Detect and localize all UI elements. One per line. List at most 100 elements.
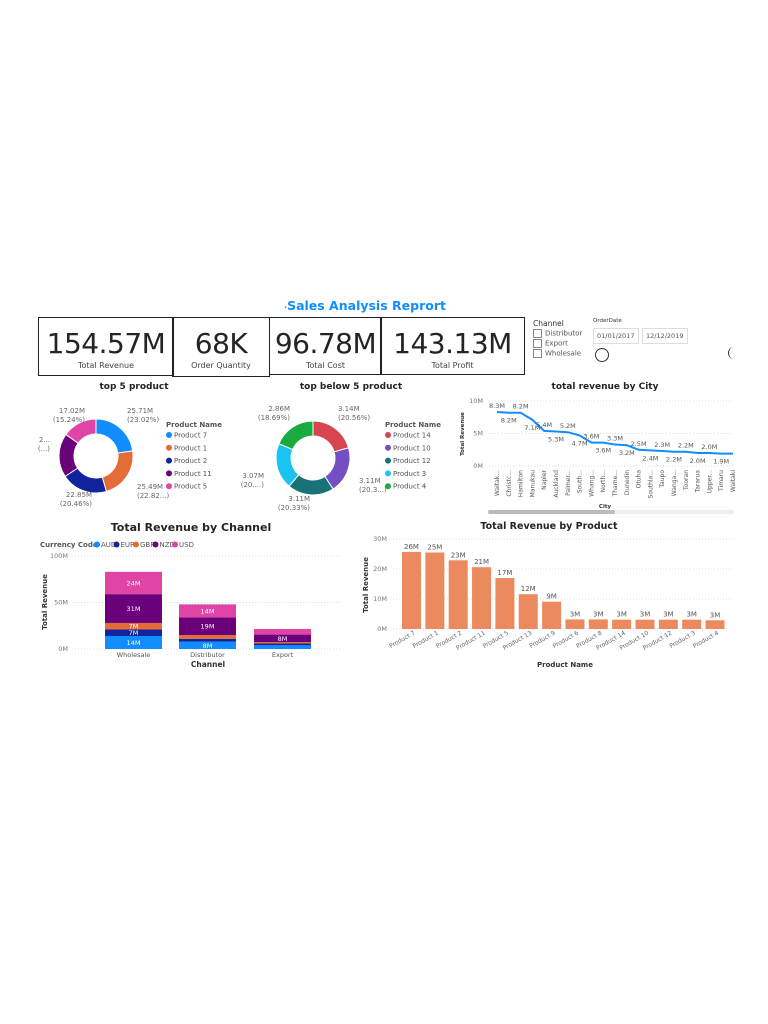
legend-marker bbox=[152, 541, 159, 548]
data-label-percent: (20.33%) bbox=[278, 504, 310, 512]
legend-marker bbox=[166, 444, 172, 451]
date-range-slider-handle[interactable] bbox=[595, 348, 609, 362]
donut-slice bbox=[312, 420, 350, 453]
data-label: 2.86M bbox=[268, 405, 290, 413]
city-revenue-line bbox=[496, 411, 733, 455]
stacked-bar-segment bbox=[105, 594, 162, 623]
legend-marker bbox=[94, 541, 100, 548]
data-label: 3.11M bbox=[288, 495, 310, 503]
y-tick-label: 0M bbox=[58, 645, 68, 653]
end-date-input[interactable]: 12/12/2019 bbox=[642, 328, 688, 344]
checkbox[interactable] bbox=[533, 329, 542, 338]
x-tick-label: Waitak... bbox=[494, 470, 501, 496]
data-label: 8.3M bbox=[489, 402, 505, 410]
stacked-bar-segment bbox=[105, 571, 162, 595]
legend-marker bbox=[385, 470, 391, 477]
start-date-input[interactable]: 01/01/2017 bbox=[593, 328, 639, 344]
slicer-option-export[interactable]: Export bbox=[533, 339, 582, 348]
donut-slice bbox=[65, 418, 97, 444]
checkbox[interactable] bbox=[533, 339, 542, 348]
data-label: 3.07M bbox=[242, 472, 264, 480]
donut-slice bbox=[95, 418, 134, 454]
legend-item: Product 14 bbox=[393, 432, 431, 440]
x-tick-label: Waitaki bbox=[730, 470, 737, 492]
donut-slice bbox=[278, 420, 314, 451]
data-label: 3M bbox=[663, 611, 674, 619]
x-tick-label: Taupo bbox=[659, 470, 666, 489]
data-label: 3M bbox=[710, 611, 721, 619]
x-tick-label: Southla... bbox=[647, 470, 654, 499]
kpi-value: 96.78M bbox=[274, 327, 377, 360]
slicer-option-distributor[interactable]: Distributor bbox=[533, 329, 582, 338]
x-tick-label: Christc... bbox=[506, 470, 513, 497]
legend-title: Product Name bbox=[166, 421, 222, 429]
kpi-value: 143.13M bbox=[393, 327, 512, 360]
data-label: 3M bbox=[570, 610, 581, 618]
legend-marker bbox=[172, 541, 178, 548]
chart-title: Total Revenue by Product bbox=[480, 521, 618, 532]
scrollbar-thumb[interactable] bbox=[488, 510, 615, 514]
data-label-percent: (20.3...) bbox=[359, 486, 387, 494]
stacked-bar-segment bbox=[179, 617, 236, 636]
data-label: 3M bbox=[640, 611, 651, 619]
legend-item: Product 12 bbox=[393, 457, 431, 465]
x-tick-label: Thame... bbox=[612, 470, 619, 497]
chart-title: top below 5 product bbox=[300, 382, 403, 392]
kpi-card-order-quantity: 68K Order Quantity bbox=[172, 317, 270, 377]
kpi-value: 68K bbox=[194, 327, 248, 360]
range-slider-end-handle[interactable] bbox=[728, 347, 739, 359]
x-tick-label: Upper... bbox=[706, 470, 713, 493]
x-tick-label: Dunedin bbox=[624, 470, 631, 495]
kpi-value: 154.57M bbox=[46, 327, 166, 360]
kpi-label: Order Quantity bbox=[191, 361, 251, 370]
checkbox[interactable] bbox=[533, 349, 542, 358]
x-tick-label: Tararua bbox=[695, 470, 702, 494]
channel-slicer: Channel Distributor Export Wholesale bbox=[533, 319, 582, 358]
data-label: 14M bbox=[201, 607, 215, 615]
x-tick-label: Timaru bbox=[718, 470, 725, 492]
product-bar bbox=[658, 619, 678, 629]
y-axis-title: Total Revenue bbox=[41, 574, 49, 630]
x-tick-label: Whang... bbox=[588, 470, 595, 497]
slicer-option-wholesale[interactable]: Wholesale bbox=[533, 349, 582, 358]
kpi-card-total-profit: 143.13M Total Profit bbox=[380, 317, 525, 375]
data-label: 5.2M bbox=[560, 422, 576, 430]
data-label: 25M bbox=[427, 544, 442, 552]
legend-marker bbox=[166, 470, 172, 477]
data-label: 3.11M bbox=[359, 477, 381, 485]
stacked-bar-segment bbox=[105, 635, 162, 649]
data-label: 25.71M bbox=[127, 407, 153, 415]
x-tick-label: Export bbox=[272, 651, 294, 659]
x-axis-title: City bbox=[599, 504, 612, 510]
data-label: 3.3M bbox=[607, 435, 623, 443]
data-label: 2.4M bbox=[642, 454, 658, 462]
stacked-bar-segment bbox=[254, 645, 311, 649]
y-tick-label: 50M bbox=[54, 599, 68, 607]
data-label: 31M bbox=[127, 605, 141, 613]
stacked-bar-segment bbox=[179, 635, 236, 639]
data-label: 2... bbox=[39, 436, 50, 444]
data-label: 14M bbox=[127, 639, 141, 647]
data-label: 1.9M bbox=[713, 458, 729, 466]
data-label: 7M bbox=[129, 629, 139, 637]
data-label: 12M bbox=[521, 585, 536, 593]
title-dot: · bbox=[284, 303, 288, 312]
report-title: ·Sales Analysis Reprort bbox=[284, 298, 446, 313]
x-tick-label: Manukau bbox=[529, 470, 536, 498]
product-bar bbox=[425, 552, 445, 629]
product-bar bbox=[612, 619, 632, 629]
x-tick-label: Otuha bbox=[636, 470, 643, 489]
product-bar bbox=[682, 619, 702, 629]
stacked-bar-segment bbox=[179, 638, 236, 642]
product-bar bbox=[565, 619, 585, 629]
kpi-label: Total Revenue bbox=[77, 361, 135, 370]
x-tick-label: Product 4 bbox=[692, 630, 720, 650]
data-label: 24M bbox=[127, 579, 141, 587]
stacked-bar-segment bbox=[254, 629, 311, 635]
legend-item: NZD bbox=[160, 541, 175, 549]
data-label-percent: (22.82...) bbox=[137, 492, 169, 500]
data-label: 2.0M bbox=[690, 457, 706, 465]
chart-title: total revenue by City bbox=[552, 382, 659, 392]
date-slicer-title: OrderDate bbox=[593, 318, 622, 324]
